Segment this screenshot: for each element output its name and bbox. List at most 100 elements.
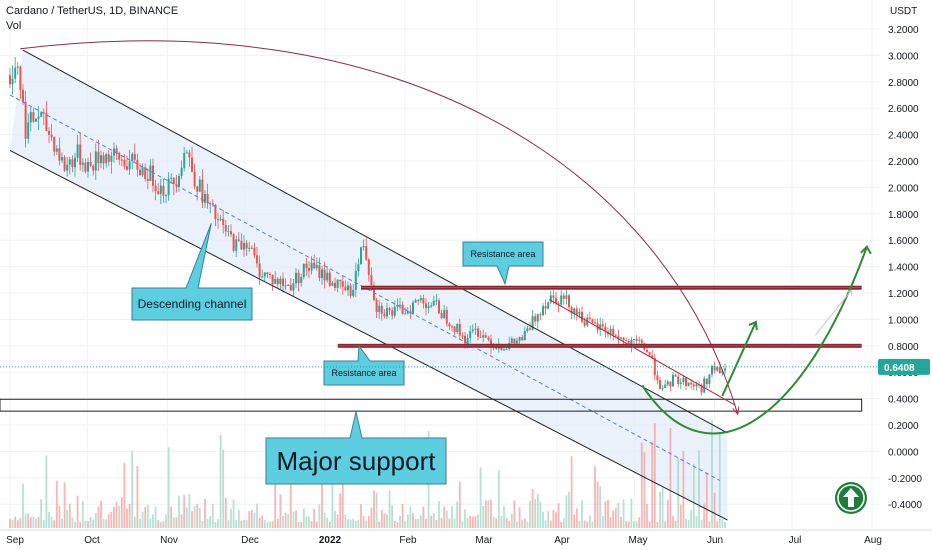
candle-body bbox=[531, 316, 534, 330]
candle-body bbox=[22, 89, 24, 102]
candle-body bbox=[139, 169, 141, 176]
candle-body bbox=[53, 137, 56, 152]
big-arc-path bbox=[20, 40, 739, 415]
candle-body bbox=[331, 282, 334, 286]
volume-bar bbox=[261, 515, 264, 528]
candle-body bbox=[448, 323, 451, 327]
volume-bar bbox=[724, 521, 726, 528]
volume-bar bbox=[66, 510, 69, 528]
candle-body bbox=[323, 269, 326, 281]
volume-bar bbox=[640, 442, 643, 528]
volume-bar bbox=[139, 518, 141, 528]
candle-body bbox=[185, 152, 188, 154]
volume-bar bbox=[453, 518, 456, 528]
volume-bar bbox=[625, 521, 628, 528]
volume-bar bbox=[37, 516, 40, 528]
volume-bar bbox=[201, 521, 204, 528]
volume-bar bbox=[622, 499, 625, 528]
volume-bar bbox=[393, 521, 396, 528]
candle-body bbox=[401, 304, 404, 315]
callout-box bbox=[323, 344, 405, 386]
volume-bar bbox=[63, 482, 66, 528]
volume-bar bbox=[68, 503, 71, 528]
candle-body bbox=[354, 271, 357, 290]
volume-bar bbox=[297, 521, 300, 528]
volume-bar bbox=[115, 501, 118, 528]
volume-bar bbox=[157, 520, 160, 528]
volume-bar bbox=[341, 484, 344, 528]
volume-bar bbox=[526, 521, 529, 528]
volume-bar bbox=[219, 434, 222, 528]
candle-body bbox=[648, 351, 651, 356]
volume-bar bbox=[651, 441, 654, 528]
y-tick-label: 3.0000 bbox=[888, 51, 919, 62]
candle-body bbox=[45, 112, 48, 132]
candle-body bbox=[721, 370, 724, 374]
volume-bar bbox=[648, 521, 651, 528]
volume-bar bbox=[258, 517, 261, 528]
green-arrowhead bbox=[748, 320, 758, 331]
volume-bar bbox=[583, 520, 586, 528]
candle-body bbox=[659, 380, 661, 389]
callout-box bbox=[462, 241, 544, 286]
candle-body bbox=[232, 234, 235, 251]
candle-body bbox=[89, 162, 92, 166]
volume-bar bbox=[464, 509, 466, 528]
volume-bar bbox=[578, 520, 581, 528]
y-tick-label: 2.0000 bbox=[888, 183, 919, 194]
candle-body bbox=[562, 295, 565, 299]
volume-bar bbox=[167, 447, 170, 528]
candle-body bbox=[713, 365, 716, 371]
candle-body bbox=[417, 300, 420, 302]
volume-bar bbox=[705, 472, 708, 528]
candle-body bbox=[453, 326, 456, 333]
callout-box bbox=[265, 411, 447, 485]
candle-body bbox=[690, 382, 693, 385]
volume-bar bbox=[539, 501, 542, 528]
candle-body bbox=[40, 112, 43, 117]
candle-body bbox=[700, 384, 703, 393]
x-tick-label: May bbox=[629, 535, 648, 546]
candle-body bbox=[664, 384, 667, 388]
axis-layer: 3.2000 3.0000 2.8000 2.6000 2.4000 2.2000 2.00… bbox=[0, 6, 932, 546]
candle-body bbox=[357, 264, 360, 272]
candle-body bbox=[594, 322, 596, 324]
candle-body bbox=[84, 162, 87, 172]
candle-body bbox=[365, 246, 368, 260]
volume-bar bbox=[666, 499, 669, 528]
candle-body bbox=[279, 278, 282, 285]
candle-body bbox=[393, 306, 396, 316]
volume-bar bbox=[300, 521, 303, 528]
y-axis-unit: USDT bbox=[890, 6, 917, 17]
candle-body bbox=[380, 305, 383, 314]
volume-bar bbox=[685, 518, 687, 528]
volume-bar bbox=[11, 520, 14, 528]
candle-body bbox=[165, 195, 167, 197]
candle-body bbox=[248, 247, 251, 249]
candle-body bbox=[513, 338, 516, 344]
candle-body bbox=[263, 272, 266, 277]
candle-body bbox=[445, 310, 448, 324]
volume-bar bbox=[318, 504, 321, 528]
volume-bar bbox=[604, 501, 607, 528]
volume-bar bbox=[484, 500, 487, 528]
volume-bar bbox=[113, 506, 115, 528]
volume-bar bbox=[609, 517, 612, 528]
volume-bar bbox=[523, 518, 526, 528]
candle-body bbox=[326, 272, 329, 281]
volume-bar bbox=[136, 465, 139, 528]
volume-bar bbox=[575, 508, 578, 528]
volume-bar bbox=[555, 512, 557, 528]
volume-bar bbox=[458, 481, 461, 528]
volume-bar bbox=[162, 521, 165, 528]
volume-bar bbox=[614, 507, 617, 528]
volume-bar bbox=[677, 457, 680, 528]
candle-body bbox=[383, 313, 386, 317]
candle-body bbox=[523, 330, 526, 341]
volume-bar bbox=[172, 517, 175, 528]
volume-bar bbox=[326, 517, 329, 528]
volume-bar bbox=[360, 504, 362, 528]
candle-body bbox=[144, 167, 147, 179]
volume-bar bbox=[620, 516, 622, 528]
candle-body bbox=[58, 148, 61, 161]
